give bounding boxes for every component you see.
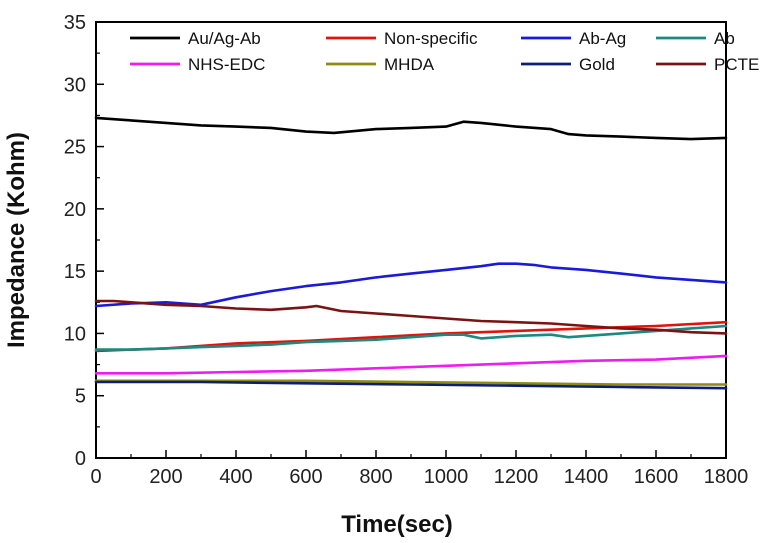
- series-line-pcte: [94, 299, 728, 335]
- plot-frame: [95, 21, 727, 459]
- y-axis-title: Impedance (Kohm): [3, 132, 30, 348]
- series-line-au-ag-ab: [94, 116, 728, 141]
- y-tick-label: 5: [75, 386, 86, 408]
- y-axis: 0 5 10 15 20 25 30 35: [64, 12, 104, 470]
- x-tick-label: 1800: [704, 466, 749, 488]
- y-tick-label: 30: [64, 74, 86, 96]
- y-tick-label: 25: [64, 137, 86, 159]
- x-axis: 0 200 400 600 800 1000 1200 1400 1600 1800: [90, 450, 748, 488]
- x-tick-label: 600: [289, 466, 322, 488]
- x-tick-label: 1200: [494, 466, 539, 488]
- legend-label: Non-specific: [384, 29, 478, 48]
- x-axis-title: Time(sec): [341, 511, 453, 538]
- series-line-ab-ag: [94, 262, 728, 308]
- y-tick-label: 20: [64, 199, 86, 221]
- series-line-nhs-edc: [94, 354, 728, 375]
- x-tick-label: 200: [149, 466, 182, 488]
- x-tick-label: 1000: [424, 466, 469, 488]
- y-tick-label: 0: [75, 448, 86, 470]
- x-tick-label: 1400: [564, 466, 609, 488]
- legend-label: Ab: [714, 29, 735, 48]
- x-tick-label: 0: [90, 466, 101, 488]
- series-lines: [94, 116, 728, 390]
- x-tick-label: 1600: [634, 466, 679, 488]
- y-tick-label: 10: [64, 323, 86, 345]
- legend-label: Au/Ag-Ab: [188, 29, 261, 48]
- y-tick-label: 35: [64, 12, 86, 34]
- series-line-ab: [94, 324, 728, 351]
- y-tick-label: 15: [64, 261, 86, 283]
- legend-label: NHS-EDC: [188, 55, 265, 74]
- x-tick-label: 400: [219, 466, 252, 488]
- legend-label: Ab-Ag: [579, 29, 626, 48]
- legend: Au/Ag-Ab Non-specific Ab-Ag Ab NHS-EDC MHDA Go…: [130, 29, 759, 74]
- x-tick-label: 800: [359, 466, 392, 488]
- legend-label: PCTE: [714, 55, 759, 74]
- legend-label: Gold: [579, 55, 615, 74]
- series-line-gold: [94, 380, 728, 390]
- legend-label: MHDA: [384, 55, 435, 74]
